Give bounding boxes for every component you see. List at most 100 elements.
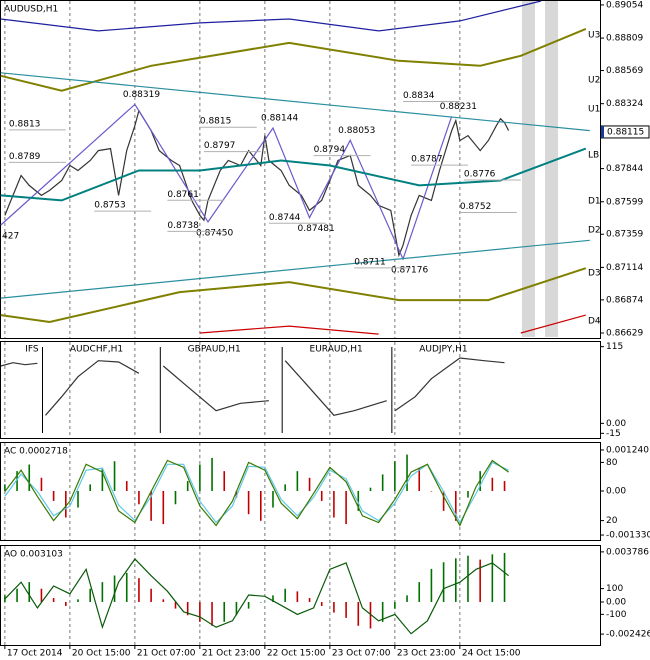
- series-line: [0, 147, 587, 202]
- histogram-bar: [211, 457, 213, 492]
- histogram-bar: [308, 598, 311, 602]
- histogram-bar: [369, 601, 372, 629]
- histogram-bar: [65, 601, 67, 606]
- series-line: [394, 357, 505, 412]
- y-tick-label: -15: [606, 429, 621, 439]
- histogram-bar: [394, 601, 396, 609]
- x-tick-label: 21 Oct 23:00: [202, 649, 261, 659]
- histogram-bar: [247, 491, 250, 515]
- level-value: 0.8834: [403, 91, 435, 101]
- histogram-bar: [357, 491, 360, 511]
- histogram-bar: [430, 568, 433, 602]
- swing-label: 0.88144: [261, 114, 298, 124]
- y-tick-label: 0.87114: [606, 263, 643, 273]
- level-label: D1: [588, 197, 601, 207]
- histogram-bar: [77, 491, 79, 508]
- histogram-bar: [503, 553, 506, 602]
- level-value: 0.8776: [464, 169, 496, 179]
- histogram-bar: [174, 491, 177, 505]
- histogram-bar: [308, 477, 311, 492]
- histogram-bar: [345, 601, 347, 618]
- level-value: 0.8794: [314, 145, 346, 155]
- level-value: 0.8738: [167, 221, 199, 231]
- series-name: EURAUD,H1: [310, 345, 363, 355]
- histogram-bar: [199, 601, 201, 622]
- y-tick-label: 0.86874: [606, 295, 643, 305]
- series-line: [4, 459, 509, 527]
- histogram-bar: [101, 467, 104, 492]
- histogram-bar: [113, 461, 116, 492]
- swing-label: 427: [2, 232, 19, 242]
- histogram-bar: [479, 559, 481, 602]
- level-label: D2: [588, 226, 601, 236]
- ao-panel: [0, 545, 601, 646]
- histogram-bar: [211, 601, 213, 626]
- histogram-bar: [174, 601, 177, 609]
- series-line: [0, 103, 453, 261]
- x-tick-label: 23 Oct 23:00: [397, 649, 456, 659]
- level-label: D3: [588, 269, 601, 279]
- series-line: [0, 267, 587, 324]
- y-tick-label: 0.88569: [606, 66, 643, 76]
- histogram-bar: [430, 491, 433, 492]
- histogram-bar: [113, 575, 116, 602]
- x-tick-label: 24 Oct 15:00: [462, 649, 521, 659]
- histogram-bar: [454, 491, 457, 521]
- level-value: 0.8789: [9, 152, 41, 162]
- histogram-bar: [454, 558, 457, 602]
- histogram-bar: [89, 588, 91, 602]
- swing-label: 0.87176: [391, 265, 428, 275]
- x-tick-label: 23 Oct 07:00: [332, 649, 391, 659]
- histogram-bar: [503, 481, 506, 492]
- y-tick-label: 0.87599: [606, 197, 643, 207]
- histogram-bar: [235, 601, 238, 616]
- histogram-bar: [28, 464, 31, 492]
- series-name: IFS: [25, 345, 39, 355]
- histogram-bar: [467, 555, 469, 602]
- histogram-bar: [418, 467, 421, 492]
- histogram-bar: [406, 595, 408, 602]
- histogram-bar: [320, 491, 323, 501]
- histogram-bar: [333, 601, 335, 613]
- shade: [545, 1, 558, 337]
- swing-label: 0.88319: [123, 90, 160, 100]
- histogram-bar: [52, 598, 55, 602]
- swing-label: 0.88231: [440, 102, 477, 112]
- histogram-bar: [406, 454, 408, 492]
- histogram-bar: [467, 491, 469, 498]
- histogram-bar: [65, 491, 67, 518]
- x-tick-label: 20 Oct 15:00: [72, 649, 131, 659]
- series-line: [284, 360, 387, 416]
- main-panel: [0, 0, 601, 339]
- histogram-bar: [16, 588, 18, 602]
- histogram-bar: [199, 464, 201, 492]
- series-name: AUDJPY,H1: [419, 345, 467, 355]
- level-label: U1: [588, 105, 600, 115]
- level-value: 0.8752: [460, 202, 492, 212]
- series-name: GBPAUD,H1: [188, 345, 241, 355]
- histogram-bar: [345, 491, 347, 525]
- histogram-bar: [272, 595, 274, 602]
- level-label: U3: [588, 31, 600, 41]
- histogram-bar: [4, 484, 6, 492]
- histogram-bar: [223, 601, 226, 622]
- series-line: [199, 314, 586, 335]
- level-labels: U3 U2 U1 LB D1 D2 D3 D4: [588, 31, 601, 327]
- y-tick-label: 20: [606, 516, 618, 526]
- histogram-bar: [186, 601, 189, 616]
- histogram-bar: [259, 601, 262, 603]
- series-line: [4, 109, 510, 258]
- histogram-bar: [138, 578, 140, 602]
- histogram-bar: [235, 491, 238, 498]
- histogram-bar: [247, 601, 250, 609]
- histogram-bar: [89, 484, 91, 492]
- swing-label: 0.87450: [196, 228, 233, 238]
- swing-label: 0.88053: [338, 126, 375, 136]
- histogram-bar: [101, 582, 104, 602]
- y-tick-label: -100: [606, 610, 627, 620]
- x-tick-label: 17 Oct 2014: [7, 649, 63, 659]
- level-label: LB: [588, 151, 599, 161]
- histogram-bar: [272, 491, 274, 508]
